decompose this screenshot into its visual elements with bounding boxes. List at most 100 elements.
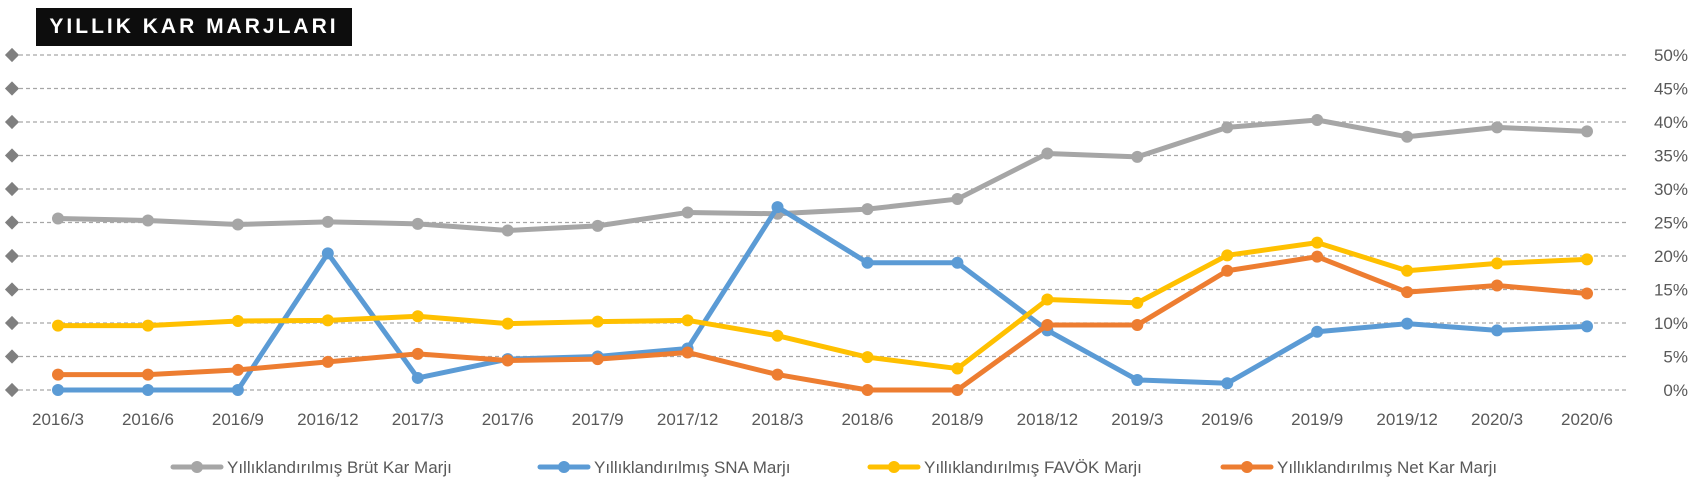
x-axis-ticks: 2016/3 2016/6 2016/9 2016/12 2017/3 2017/6 201… [32,410,1613,429]
data-point [1401,317,1414,330]
data-point [1491,257,1504,270]
data-point [411,310,424,323]
series-line [55,240,1590,372]
x-tick-label: 2017/12 [657,410,718,429]
data-point [591,353,604,366]
data-point [1581,125,1593,138]
data-point [321,355,334,368]
data-point [1131,319,1144,332]
left-axis-markers [4,47,20,398]
y-tick-label: 0% [1663,381,1688,400]
series-line [55,254,1590,393]
data-point [861,351,874,364]
data-point [1221,249,1234,262]
axis-diamond-marker [4,282,20,297]
x-tick-label: 2018/3 [752,410,804,429]
x-tick-label: 2016/3 [32,410,84,429]
data-point [501,354,514,367]
legend-entry: Yıllıklandırılmış Brüt Kar Marjı [170,458,452,477]
data-point [1221,377,1234,390]
data-point [52,212,64,225]
axis-diamond-marker [4,248,20,264]
legend-label: Yıllıklandırılmış Net Kar Marjı [1277,458,1497,477]
data-point [861,203,874,216]
legend: Yıllıklandırılmış Brüt Kar Marjı Yıllıkla… [170,458,1497,477]
legend-marker [558,461,570,473]
data-point [411,217,424,230]
data-point [1401,130,1414,143]
series-lines [52,113,1593,396]
data-point [1311,250,1324,263]
data-point [1491,121,1504,134]
axis-diamond-marker [4,315,20,331]
x-tick-label: 2016/12 [297,410,358,429]
x-tick-label: 2019/3 [1111,410,1163,429]
data-point [321,314,334,327]
data-point [1131,296,1144,309]
data-point [141,319,154,332]
data-point [501,224,514,237]
data-point [1401,286,1414,299]
data-point [141,384,154,396]
x-tick-label: 2020/3 [1471,410,1523,429]
y-tick-label: 30% [1654,180,1688,199]
data-point [1041,293,1054,306]
x-tick-label: 2019/9 [1291,410,1343,429]
series-3 [52,236,1593,375]
y-tick-label: 20% [1654,247,1688,266]
legend-entry: Yıllıklandırılmış FAVÖK Marjı [867,458,1142,477]
data-point [1131,373,1144,386]
y-tick-label: 25% [1654,214,1688,233]
data-point [771,329,784,342]
x-tick-label: 2020/6 [1561,410,1613,429]
x-tick-label: 2016/6 [122,410,174,429]
legend-entry: Yıllıklandırılmış Net Kar Marjı [1220,458,1497,477]
y-tick-label: 50% [1654,46,1688,65]
data-point [1311,236,1324,249]
axis-diamond-marker [4,114,20,130]
x-tick-label: 2018/9 [931,410,983,429]
data-point [501,317,514,330]
legend-marker [191,461,203,473]
data-point [1131,150,1144,163]
legend-label: Yıllıklandırılmış SNA Marjı [594,458,791,477]
axis-diamond-marker [4,349,20,364]
data-point [861,384,874,396]
data-point [951,256,964,269]
data-point [1221,121,1234,134]
data-point [1311,325,1324,338]
data-point [141,214,154,227]
data-point [771,368,784,381]
axis-diamond-marker [4,181,20,197]
data-point [231,363,244,376]
data-point [591,219,604,232]
data-point [1491,279,1504,292]
data-point [1581,320,1593,333]
data-point [681,314,694,327]
x-tick-label: 2018/12 [1017,410,1078,429]
axis-diamond-marker [4,148,20,163]
data-point [681,346,694,359]
data-point [231,218,244,231]
data-point [591,315,604,328]
data-point [681,206,694,219]
chart-title: YILLIK KAR MARJLARI [36,8,352,46]
y-tick-label: 45% [1654,80,1688,99]
legend-entry: Yıllıklandırılmış SNA Marjı [537,458,791,477]
data-point [52,368,64,381]
data-point [1041,147,1054,160]
data-point [951,384,964,396]
legend-label: Yıllıklandırılmış Brüt Kar Marjı [227,458,452,477]
data-point [1401,264,1414,277]
data-point [1491,324,1504,337]
data-point [951,362,964,375]
data-point [1041,319,1054,332]
data-point [52,384,64,396]
data-point [231,314,244,327]
data-point [321,215,334,228]
y-tick-label: 10% [1654,314,1688,333]
x-tick-label: 2017/6 [482,410,534,429]
axis-diamond-marker [4,215,20,230]
data-point [411,371,424,384]
